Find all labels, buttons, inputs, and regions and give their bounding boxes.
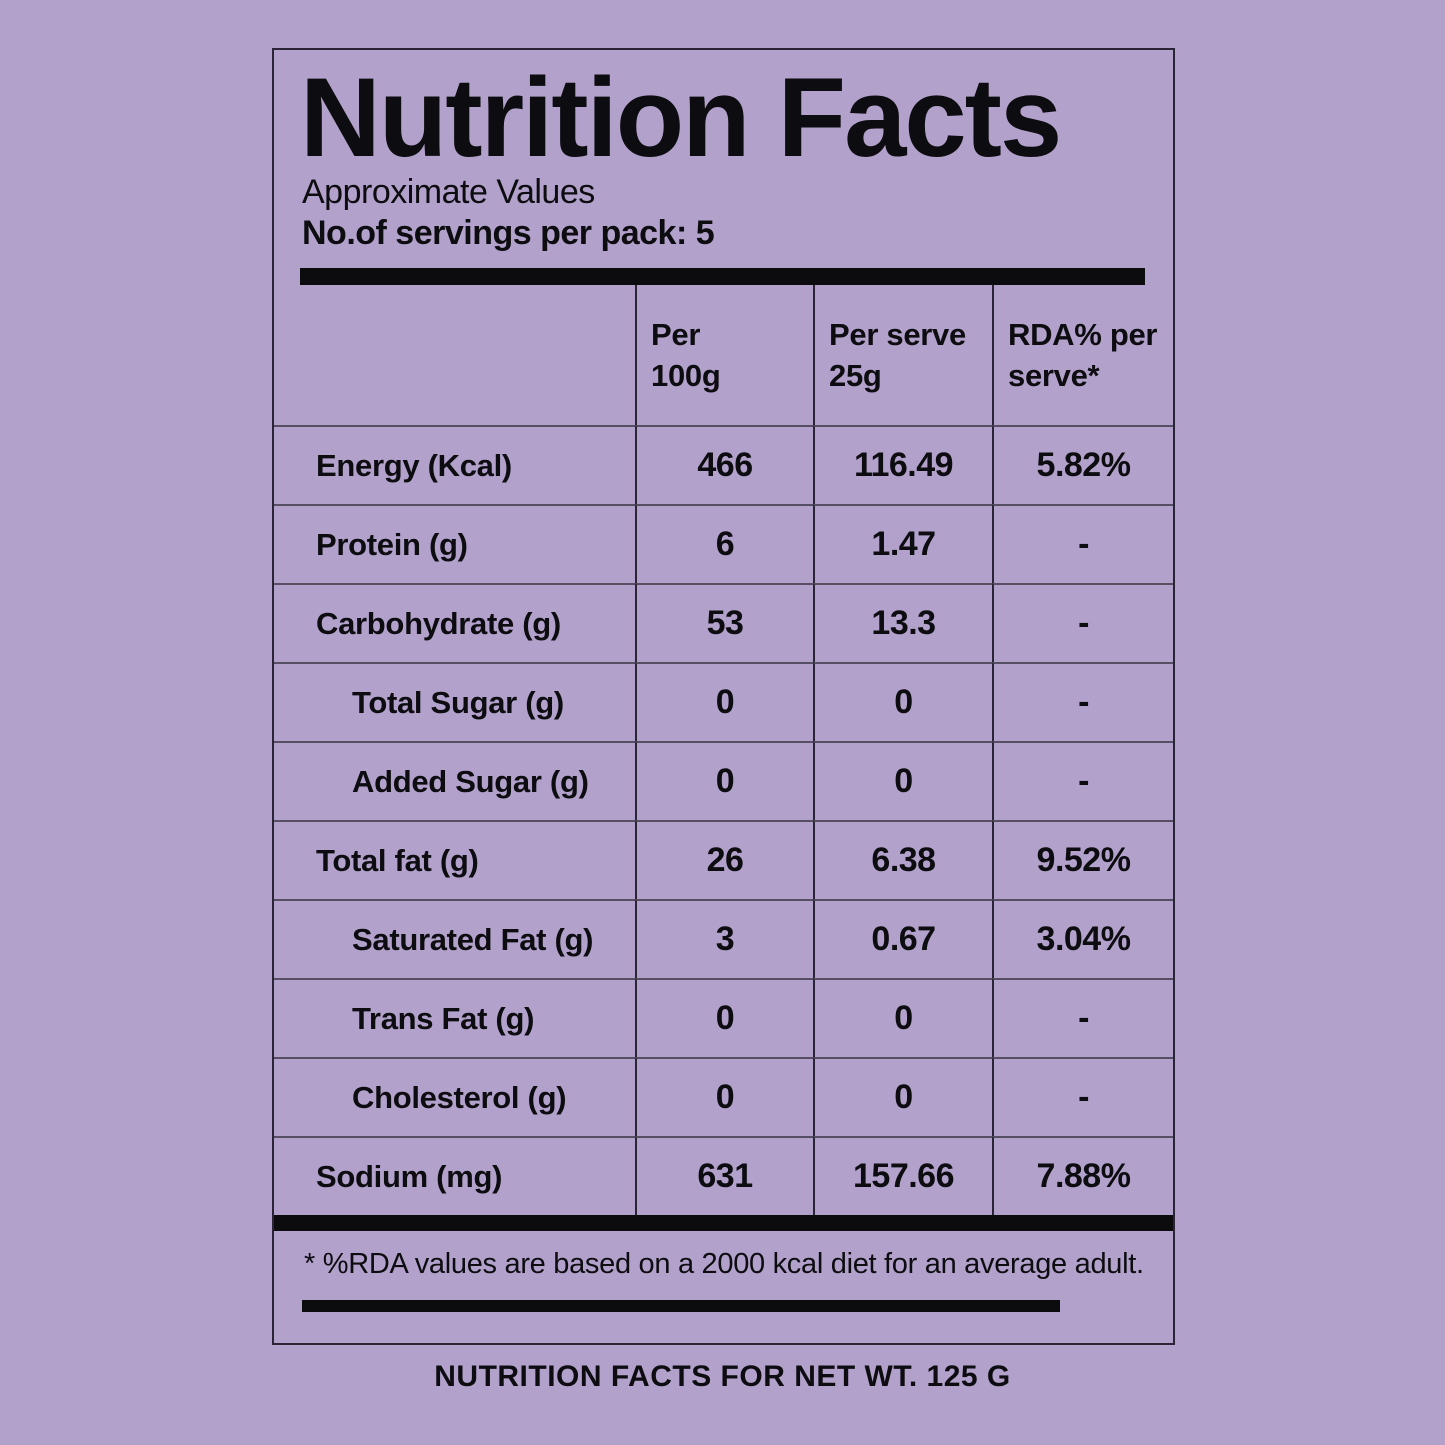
cell-rda: - xyxy=(992,583,1173,662)
row-label: Energy (Kcal) xyxy=(274,425,635,504)
cell-rda: 5.82% xyxy=(992,425,1173,504)
divider-bar-footnote xyxy=(302,1300,1060,1312)
cell-rda: - xyxy=(992,978,1173,1057)
cell-per-serve: 116.49 xyxy=(813,425,992,504)
col-header-per-100g: Per 100g xyxy=(635,285,813,425)
cell-rda: - xyxy=(992,741,1173,820)
col-header-line: Per xyxy=(651,317,701,352)
cell-per-serve: 0 xyxy=(813,662,992,741)
col-header-line: RDA% per xyxy=(1008,317,1158,352)
cell-per-100g: 466 xyxy=(635,425,813,504)
label-title: Nutrition Facts xyxy=(300,55,1062,180)
cell-per-100g: 0 xyxy=(635,978,813,1057)
row-label: Trans Fat (g) xyxy=(274,978,635,1057)
nutrition-label-box: Nutrition Facts Approximate Values No.of… xyxy=(272,48,1175,1345)
cell-per-100g: 0 xyxy=(635,741,813,820)
cell-rda: 9.52% xyxy=(992,820,1173,899)
cell-per-100g: 0 xyxy=(635,662,813,741)
cell-per-100g: 53 xyxy=(635,583,813,662)
cell-per-serve: 0 xyxy=(813,1057,992,1136)
row-label: Total Sugar (g) xyxy=(274,662,635,741)
col-header-rda-per-serve: RDA% per serve* xyxy=(992,285,1173,425)
cell-per-100g: 6 xyxy=(635,504,813,583)
row-label: Cholesterol (g) xyxy=(274,1057,635,1136)
cell-per-100g: 3 xyxy=(635,899,813,978)
rda-footnote: * %RDA values are based on a 2000 kcal d… xyxy=(304,1248,1144,1280)
cell-rda: - xyxy=(992,504,1173,583)
cell-per-serve: 1.47 xyxy=(813,504,992,583)
row-label: Saturated Fat (g) xyxy=(274,899,635,978)
col-header-per-serve: Per serve 25g xyxy=(813,285,992,425)
cell-per-100g: 26 xyxy=(635,820,813,899)
row-label: Carbohydrate (g) xyxy=(274,583,635,662)
col-header-blank xyxy=(274,285,635,425)
servings-per-pack: No.of servings per pack: 5 xyxy=(302,214,715,252)
cell-per-serve: 13.3 xyxy=(813,583,992,662)
cell-per-serve: 157.66 xyxy=(813,1136,992,1215)
cell-per-100g: 631 xyxy=(635,1136,813,1215)
cell-rda: 3.04% xyxy=(992,899,1173,978)
divider-bar-bottom xyxy=(274,1215,1173,1231)
net-weight-footer: NUTRITION FACTS FOR NET WT. 125 G xyxy=(434,1360,1011,1393)
cell-rda: 7.88% xyxy=(992,1136,1173,1215)
row-label: Sodium (mg) xyxy=(274,1136,635,1215)
cell-per-100g: 0 xyxy=(635,1057,813,1136)
label-subtitle: Approximate Values xyxy=(302,173,595,211)
row-label: Protein (g) xyxy=(274,504,635,583)
cell-per-serve: 0 xyxy=(813,978,992,1057)
cell-rda: - xyxy=(992,1057,1173,1136)
row-label: Added Sugar (g) xyxy=(274,741,635,820)
divider-bar-top xyxy=(300,268,1145,285)
cell-per-serve: 6.38 xyxy=(813,820,992,899)
cell-per-serve: 0 xyxy=(813,741,992,820)
col-header-line: 100g xyxy=(651,358,721,393)
cell-per-serve: 0.67 xyxy=(813,899,992,978)
nutrition-table: Per 100g Per serve 25g RDA% per serve* Energy … xyxy=(274,285,1173,1215)
col-header-line: serve* xyxy=(1008,358,1100,393)
col-header-line: Per serve xyxy=(829,317,966,352)
row-label: Total fat (g) xyxy=(274,820,635,899)
col-header-line: 25g xyxy=(829,358,882,393)
cell-rda: - xyxy=(992,662,1173,741)
